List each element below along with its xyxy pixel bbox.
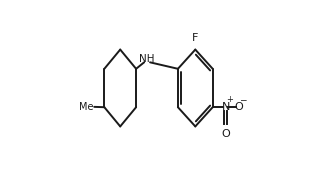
- Text: O: O: [234, 102, 243, 112]
- Text: O: O: [221, 129, 230, 139]
- Text: NH: NH: [139, 54, 155, 64]
- Text: F: F: [192, 33, 199, 43]
- Text: +: +: [226, 95, 233, 104]
- Text: Me: Me: [79, 102, 94, 112]
- Text: N: N: [222, 102, 230, 112]
- Text: −: −: [239, 95, 247, 104]
